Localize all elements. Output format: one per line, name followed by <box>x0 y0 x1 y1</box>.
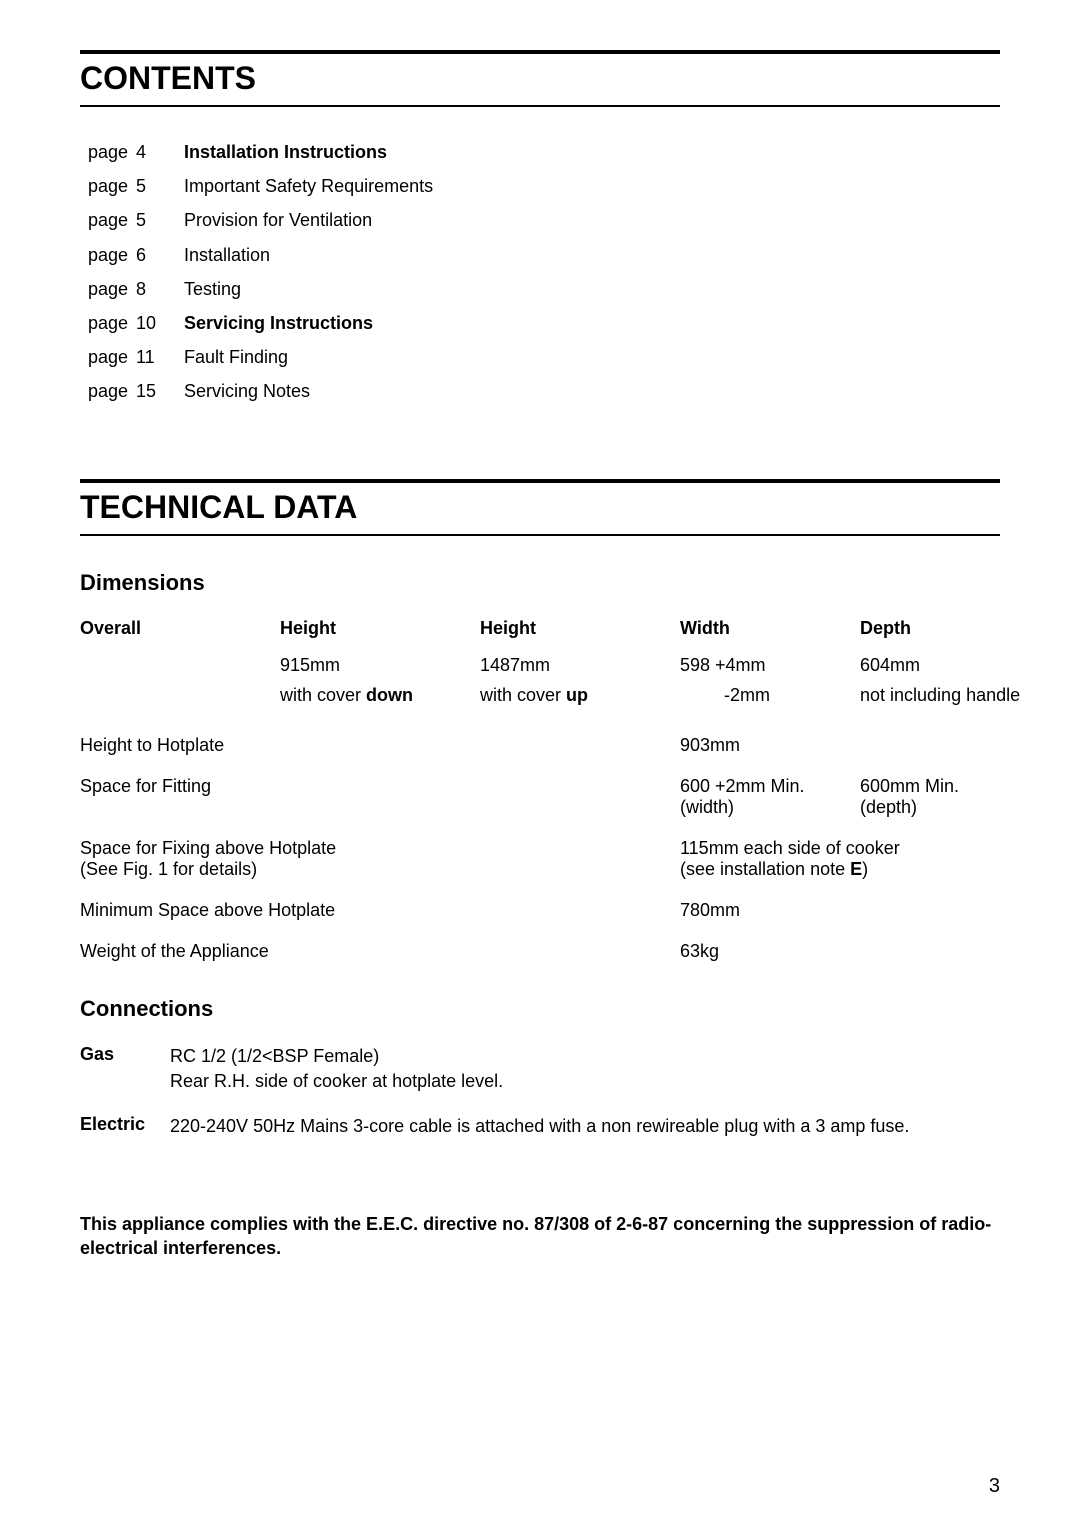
connection-line: RC 1/2 (1/2<BSP Female) <box>170 1044 503 1069</box>
toc-row: page 5 Important Safety Requirements <box>88 169 1000 203</box>
toc-page-label: page <box>88 340 136 374</box>
dim-fitting-row: Space for Fitting 600 +2mm Min. (width) … <box>80 776 1000 818</box>
dim-label: Minimum Space above Hotplate <box>80 900 680 921</box>
dim-text: with cover <box>480 685 566 705</box>
technical-heading: TECHNICAL DATA <box>80 483 1000 536</box>
toc-title: Fault Finding <box>184 340 288 374</box>
dim-value: with cover up <box>480 683 680 707</box>
toc-page-num: 11 <box>136 340 184 374</box>
dim-text-bold: E <box>850 859 862 879</box>
connection-label: Gas <box>80 1044 170 1065</box>
dim-value: -2mm <box>680 683 860 707</box>
dim-cell-height-up: 1487mm with cover up <box>480 647 680 708</box>
toc-page-num: 6 <box>136 238 184 272</box>
toc-page-label: page <box>88 135 136 169</box>
dim-label-line: Space for Fixing above Hotplate <box>80 838 680 859</box>
dim-weight-row: Weight of the Appliance 63kg <box>80 941 1000 962</box>
toc-row: page 4 Installation Instructions <box>88 135 1000 169</box>
dim-header-depth: Depth <box>860 618 1060 639</box>
dim-text: ) <box>862 859 868 879</box>
dim-cell: 600 +2mm Min. (width) <box>680 776 860 818</box>
dim-value: 598 +4mm <box>680 653 860 677</box>
dim-label: Weight of the Appliance <box>80 941 680 962</box>
dim-label: Space for Fixing above Hotplate (See Fig… <box>80 838 680 880</box>
toc-title: Servicing Instructions <box>184 306 373 340</box>
toc-page-label: page <box>88 374 136 408</box>
dim-header-height1: Height <box>280 618 480 639</box>
dim-text: with cover <box>280 685 366 705</box>
dim-cell: 600mm Min. (depth) <box>860 776 1060 818</box>
dim-hotplate-row: Height to Hotplate 903mm <box>80 735 1000 756</box>
dimensions-heading: Dimensions <box>80 570 1000 596</box>
toc-page-num: 10 <box>136 306 184 340</box>
toc-row: page 15 Servicing Notes <box>88 374 1000 408</box>
toc-page-label: page <box>88 306 136 340</box>
toc-page-num: 8 <box>136 272 184 306</box>
dim-value: (depth) <box>860 797 1060 818</box>
toc-title: Installation Instructions <box>184 135 387 169</box>
dim-value: 600mm Min. <box>860 776 1060 797</box>
toc-title: Testing <box>184 272 241 306</box>
dim-label: Height to Hotplate <box>80 735 680 756</box>
toc-row: page 10 Servicing Instructions <box>88 306 1000 340</box>
dim-value: 600 +2mm Min. <box>680 776 860 797</box>
table-of-contents: page 4 Installation Instructions page 5 … <box>88 135 1000 409</box>
dim-cell-depth: 604mm not including handle <box>860 647 1060 708</box>
toc-title: Servicing Notes <box>184 374 310 408</box>
dim-value: 1487mm <box>480 653 680 677</box>
dim-cell-width: 598 +4mm -2mm <box>680 647 860 708</box>
dim-cell: 115mm each side of cooker (see installat… <box>680 838 1060 880</box>
dim-text-bold: down <box>366 685 413 705</box>
dim-value: (see installation note E) <box>680 859 1060 880</box>
toc-row: page 6 Installation <box>88 238 1000 272</box>
connection-gas-row: Gas RC 1/2 (1/2<BSP Female) Rear R.H. si… <box>80 1044 1000 1094</box>
dim-minspace-row: Minimum Space above Hotplate 780mm <box>80 900 1000 921</box>
dimensions-table: Overall Height Height Width Depth 915mm … <box>80 618 1000 963</box>
dim-text: (see installation note <box>680 859 850 879</box>
dim-header-overall: Overall <box>80 618 280 639</box>
dim-cell-height-down: 915mm with cover down <box>280 647 480 708</box>
dim-value: with cover down <box>280 683 480 707</box>
dim-value: not including handle <box>860 683 1060 707</box>
toc-title: Provision for Ventilation <box>184 203 372 237</box>
toc-row: page 5 Provision for Ventilation <box>88 203 1000 237</box>
toc-row: page 11 Fault Finding <box>88 340 1000 374</box>
dim-header-row: Overall Height Height Width Depth <box>80 618 1000 639</box>
connections-heading: Connections <box>80 996 1000 1022</box>
dim-overall-row: 915mm with cover down 1487mm with cover … <box>80 647 1000 708</box>
toc-page-num: 5 <box>136 169 184 203</box>
page-number: 3 <box>989 1475 1000 1498</box>
dim-value: 63kg <box>680 941 860 962</box>
compliance-statement: This appliance complies with the E.E.C. … <box>80 1212 1000 1261</box>
toc-page-label: page <box>88 203 136 237</box>
contents-heading: CONTENTS <box>80 54 1000 107</box>
toc-title: Important Safety Requirements <box>184 169 433 203</box>
dim-value: 903mm <box>680 735 860 756</box>
connection-line: Rear R.H. side of cooker at hotplate lev… <box>170 1069 503 1094</box>
dim-fixing-row: Space for Fixing above Hotplate (See Fig… <box>80 838 1000 880</box>
dim-value: 915mm <box>280 653 480 677</box>
toc-page-num: 5 <box>136 203 184 237</box>
dim-value: (width) <box>680 797 860 818</box>
toc-page-label: page <box>88 169 136 203</box>
dim-header-height2: Height <box>480 618 680 639</box>
connection-electric-row: Electric 220-240V 50Hz Mains 3-core cabl… <box>80 1114 1000 1139</box>
toc-page-num: 4 <box>136 135 184 169</box>
dim-value: 115mm each side of cooker <box>680 838 1060 859</box>
connection-label: Electric <box>80 1114 170 1135</box>
dim-header-width: Width <box>680 618 860 639</box>
toc-page-label: page <box>88 272 136 306</box>
toc-row: page 8 Testing <box>88 272 1000 306</box>
dim-value: 604mm <box>860 653 1060 677</box>
toc-title: Installation <box>184 238 270 272</box>
dim-value: 780mm <box>680 900 860 921</box>
dim-text-bold: up <box>566 685 588 705</box>
toc-page-num: 15 <box>136 374 184 408</box>
connection-text: 220-240V 50Hz Mains 3-core cable is atta… <box>170 1114 909 1139</box>
toc-page-label: page <box>88 238 136 272</box>
dim-label: Space for Fitting <box>80 776 680 797</box>
connection-text: RC 1/2 (1/2<BSP Female) Rear R.H. side o… <box>170 1044 503 1094</box>
dim-label-line: (See Fig. 1 for details) <box>80 859 680 880</box>
